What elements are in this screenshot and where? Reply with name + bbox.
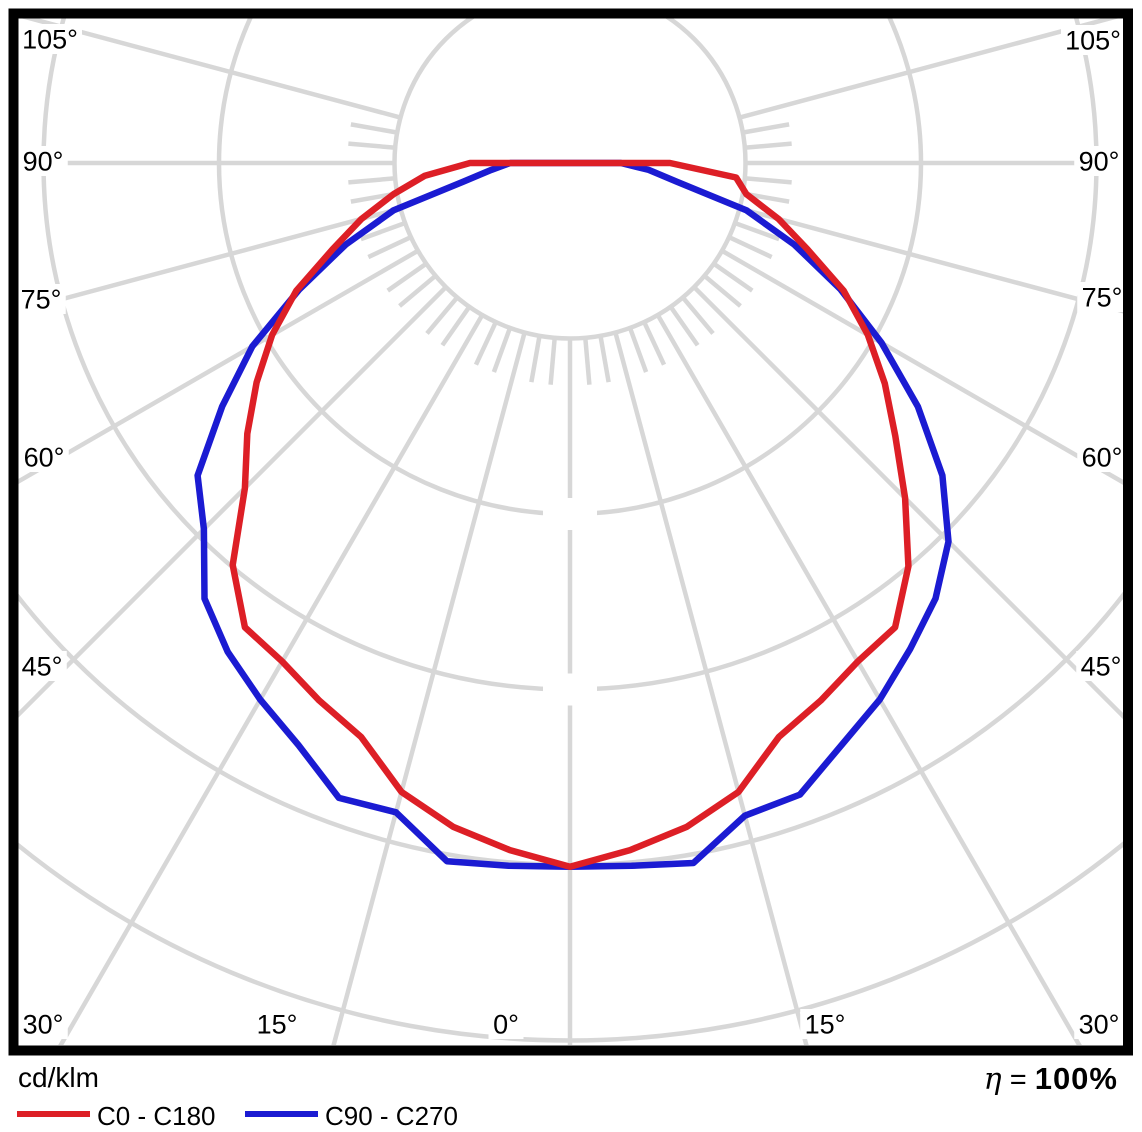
grid-tick — [440, 306, 471, 347]
plot-frame — [8, 8, 1133, 1056]
legend-label-c0-c180: C0 - C180 — [97, 1101, 216, 1131]
angle-label-box — [19, 442, 69, 472]
grid-radial — [58, 314, 484, 1045]
eta-symbol: η — [983, 1062, 1002, 1097]
grid-tick — [386, 262, 427, 293]
angle-label-box — [1077, 442, 1127, 472]
grid-tick — [491, 328, 512, 373]
angle-label: 45° — [22, 652, 63, 682]
grid-tick — [669, 306, 700, 347]
angle-label: 15° — [805, 1010, 846, 1040]
angle-label: 105° — [22, 25, 78, 55]
grid-tick — [367, 235, 411, 260]
grid-tick — [735, 221, 780, 242]
angle-label-box — [17, 651, 67, 681]
angle-label: 90° — [1079, 147, 1120, 177]
grid-tick — [360, 221, 405, 242]
angle-label: 15° — [257, 1010, 298, 1040]
angle-label: 30° — [23, 1010, 64, 1040]
angle-label-box — [488, 1009, 524, 1039]
units-label: cd/klm — [18, 1062, 99, 1093]
grid-tick — [628, 328, 649, 373]
grid-tick — [529, 336, 542, 383]
grid-tick — [350, 122, 397, 135]
grid-tick — [548, 338, 557, 385]
intensity-curves — [194, 159, 952, 871]
grid-tick — [348, 176, 395, 185]
grid-radial — [739, 18, 1120, 120]
eta-value: 100% — [1034, 1061, 1118, 1096]
grid-tick — [398, 274, 437, 308]
efficiency-label: η = 100% — [984, 1061, 1118, 1097]
angle-label: 60° — [1082, 443, 1123, 473]
grid-tick — [703, 274, 742, 308]
angle-label-box — [800, 1009, 850, 1039]
grid-tick — [713, 262, 754, 293]
curve-C0-C180 — [229, 159, 912, 871]
ring-value-box — [543, 498, 597, 530]
angle-label-box — [1076, 651, 1126, 681]
legend-label-c90-c270: C90 - C270 — [325, 1101, 458, 1131]
grid-radial — [656, 314, 1082, 1045]
angle-label: 30° — [1079, 1010, 1120, 1040]
angle-label: 75° — [1082, 283, 1123, 313]
angle-label-box — [16, 284, 66, 314]
grid-tick — [598, 336, 611, 383]
angle-label-box — [18, 24, 82, 54]
legend-line-red — [17, 1111, 90, 1117]
grid-tick — [425, 296, 459, 335]
angle-label-box — [18, 1009, 68, 1039]
angle-label-box — [1074, 1009, 1124, 1039]
grid-tick — [583, 338, 592, 385]
grid-tick — [473, 322, 498, 366]
grid-tick — [729, 235, 773, 260]
angle-label-box — [18, 146, 68, 176]
grid-tick — [745, 141, 792, 150]
angle-label-box — [1077, 282, 1127, 312]
angle-label-box — [1074, 146, 1124, 176]
grid-radial — [613, 332, 809, 1045]
grid-radial — [739, 206, 1123, 314]
angle-label-box — [252, 1009, 302, 1039]
grid-radial — [693, 286, 1123, 720]
eta-equals: = — [1001, 1064, 1035, 1096]
angle-labels: 105° 90° 75° 60° 45° 30° 15° 0° 15° 30° 45° 60° 75° 9… — [16, 24, 1127, 1040]
angle-label: 105° — [1065, 26, 1121, 56]
grid-ring — [392, 18, 748, 341]
angle-label: 45° — [1081, 652, 1122, 682]
grid-tick — [642, 322, 667, 366]
grid-radial — [18, 249, 419, 485]
angle-label: 90° — [23, 147, 64, 177]
grid-tick — [348, 141, 395, 150]
grid-radial — [18, 286, 447, 719]
angle-label: 75° — [21, 285, 62, 315]
grid-radial — [331, 332, 527, 1045]
grid-radial — [20, 18, 401, 120]
grid-radial — [721, 249, 1123, 485]
grid-tick — [681, 296, 715, 335]
angle-label: 60° — [24, 443, 65, 473]
grid-tick — [745, 176, 792, 185]
legend-line-blue — [245, 1111, 318, 1117]
ring-value-box — [543, 673, 597, 706]
grid-tick — [743, 122, 790, 135]
grid-radial — [18, 206, 401, 314]
angle-label: 0° — [493, 1010, 519, 1040]
angle-label-box — [1061, 25, 1125, 55]
